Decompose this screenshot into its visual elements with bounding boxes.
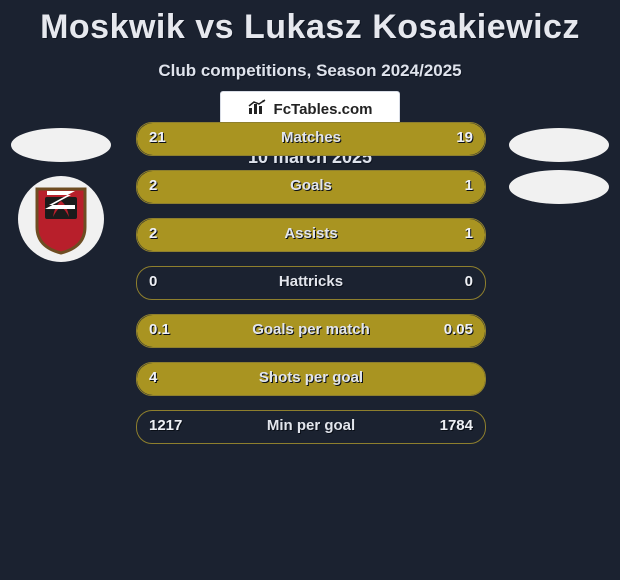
club-shield-icon — [31, 183, 91, 255]
stat-value-left: 0 — [149, 273, 157, 290]
stat-row: 1217 1784Min per goal — [136, 410, 486, 444]
page-title: Moskwik vs Lukasz Kosakiewicz — [0, 0, 620, 47]
stat-fill-right — [321, 123, 485, 155]
stat-row: 21Goals — [136, 170, 486, 204]
stat-row: 4Shots per goal — [136, 362, 486, 396]
stat-row: 2119Matches — [136, 122, 486, 156]
stat-fill-left — [137, 363, 485, 395]
stat-fill-left — [137, 315, 370, 347]
stat-value-right: 0 — [465, 273, 473, 290]
stat-row: 0 0Hattricks — [136, 266, 486, 300]
page: Moskwik vs Lukasz Kosakiewicz Club compe… — [0, 0, 620, 580]
chart-icon — [248, 99, 268, 119]
right-side-panel — [504, 120, 614, 212]
stat-value-left: 1217 — [149, 417, 182, 434]
stat-value-right: 1784 — [440, 417, 473, 434]
stat-fill-right — [370, 219, 485, 251]
stat-fill-left — [137, 123, 321, 155]
stat-fill-left — [137, 171, 370, 203]
left-side-panel — [6, 120, 116, 262]
stats-panel: 2119Matches 21Goals 21Assists 0 0Hattricks 0.… — [136, 122, 484, 458]
stat-row: 0.10.05Goals per match — [136, 314, 486, 348]
stat-fill-left — [137, 219, 370, 251]
page-subtitle: Club competitions, Season 2024/2025 — [0, 61, 620, 81]
brand-text: FcTables.com — [274, 101, 373, 118]
player-right-photo-placeholder — [509, 128, 609, 162]
player-right-club-placeholder — [509, 170, 609, 204]
stat-fill-right — [370, 315, 485, 347]
stat-label: Hattricks — [137, 273, 485, 290]
player-left-photo-placeholder — [11, 128, 111, 162]
stat-row: 21Assists — [136, 218, 486, 252]
stat-fill-right — [370, 171, 485, 203]
stat-label: Min per goal — [137, 417, 485, 434]
player-left-club-badge — [18, 176, 104, 262]
